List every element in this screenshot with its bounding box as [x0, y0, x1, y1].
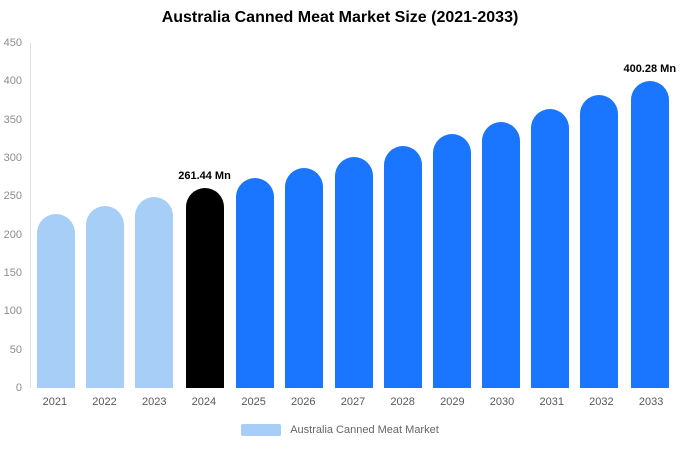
bar-column [574, 43, 623, 388]
bar-2026[interactable] [285, 167, 324, 388]
x-tick-label: 2025 [241, 396, 266, 408]
y-tick-label: 250 [3, 190, 22, 203]
bar-2033[interactable] [630, 81, 669, 388]
x-tick-label: 2032 [589, 396, 614, 408]
y-axis: 0 50 100 150 200 250 300 350 400 450 [0, 37, 22, 394]
bar-2029[interactable] [432, 134, 471, 388]
bar-2030[interactable] [481, 121, 520, 388]
x-tick-label: 2027 [340, 396, 366, 408]
y-tick-label: 200 [3, 228, 22, 241]
bar-column [31, 43, 80, 388]
chart-title: Australia Canned Meat Market Size (2021-… [161, 9, 519, 26]
x-tick-label: 2021 [42, 396, 68, 408]
legend-swatch[interactable] [241, 424, 282, 436]
bar-2021[interactable] [36, 214, 75, 388]
x-axis: 2021 2022 2023 2024 2025 2026 2027 2028 2029 2030… [30, 396, 676, 408]
x-tick-label: 2022 [92, 396, 117, 408]
y-tick-label: 100 [3, 305, 22, 318]
bar-value-label: 261.44 Mn [178, 169, 231, 182]
bar-column: 400.28 Mn [623, 43, 676, 388]
bar-2028[interactable] [383, 145, 422, 388]
y-tick-label: 350 [3, 113, 22, 126]
x-tick-label: 2028 [390, 396, 415, 408]
y-tick-label: 150 [3, 267, 22, 279]
x-tick-label: 2031 [539, 396, 564, 408]
bar-column [525, 43, 574, 388]
bar-column [129, 43, 178, 388]
bar-2032[interactable] [579, 95, 618, 388]
bar-column [80, 43, 129, 388]
bar-2025[interactable] [236, 177, 275, 388]
bar-column [427, 43, 476, 388]
x-tick-label: 2024 [191, 396, 217, 408]
legend-label: Australia Canned Meat Market [290, 424, 439, 436]
bar-2024[interactable] [185, 187, 224, 388]
bar-column [329, 43, 378, 388]
x-tick-label: 2026 [291, 396, 316, 408]
y-tick-label: 300 [3, 152, 22, 164]
bar-column [231, 43, 280, 388]
bar-column: 261.44 Mn [178, 43, 231, 388]
y-tick-label: 450 [3, 37, 22, 49]
x-tick-label: 2030 [489, 396, 515, 408]
bar-2023[interactable] [134, 196, 173, 388]
bar-column [280, 43, 329, 388]
bar-2022[interactable] [85, 205, 124, 388]
x-tick-label: 2023 [141, 396, 167, 408]
y-tick-label: 400 [3, 75, 22, 88]
y-tick-label: 50 [9, 343, 22, 356]
bar-2031[interactable] [530, 108, 569, 388]
y-tick-label: 0 [15, 382, 22, 394]
x-tick-label: 2029 [440, 396, 465, 408]
bar-2027[interactable] [334, 157, 373, 388]
bar-value-label: 400.28 Mn [623, 63, 677, 76]
bar-column [378, 43, 427, 388]
x-tick-label: 2033 [638, 396, 664, 408]
legend: Australia Canned Meat Market [0, 424, 680, 436]
plot-area: 261.44 Mn 400.28 Mn [30, 43, 676, 388]
bar-column [476, 43, 525, 388]
